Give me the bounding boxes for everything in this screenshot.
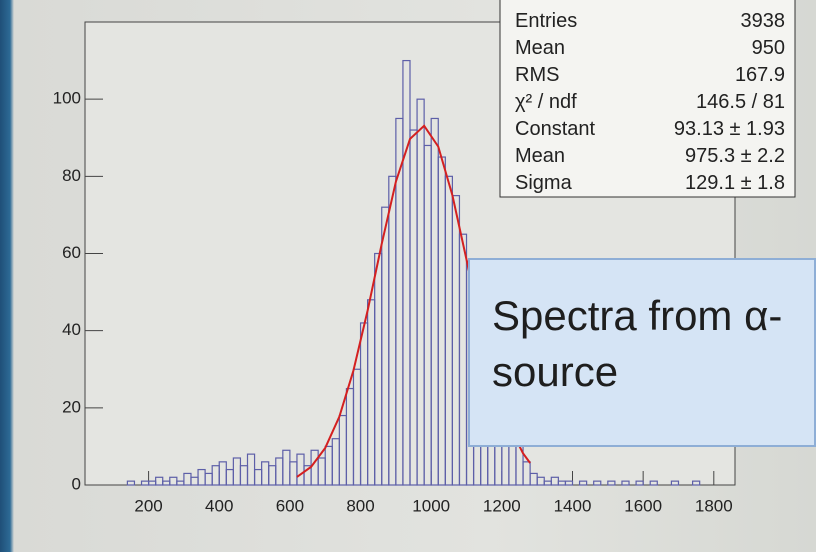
stats-value: 975.3 ± 2.2 [685,145,785,167]
x-tick-label: 800 [346,496,374,515]
y-tick-label: 40 [62,320,81,339]
screenshot: 0 20 40 60 80 100 200 400 600 800 1000 1200 1400 1600… [0,0,816,552]
y-tick-label: 80 [62,166,81,185]
y-tick-label: 60 [62,243,81,262]
annotation: Spectra from α-source [468,258,816,447]
y-tick-label: 100 [53,89,81,108]
x-tick-label: 1000 [412,496,450,515]
stats-label: Mean [515,145,565,167]
x-tick-label: 400 [205,496,233,515]
stats-label: RMS [515,64,559,86]
x-tick-label: 600 [276,496,304,515]
stats-label: Mean [515,37,565,59]
stats-value: 167.9 [735,64,785,86]
x-tick-label: 1800 [695,496,733,515]
stats-value: 129.1 ± 1.8 [685,172,785,194]
x-tick-label: 1600 [624,496,662,515]
stats-value: 3938 [741,10,786,32]
y-tick-label: 0 [72,474,81,493]
y-tick-label: 20 [62,397,81,416]
stats-label: χ² / ndf [515,91,577,113]
stats-value: 146.5 / 81 [696,91,785,113]
stats-value: 93.13 ± 1.93 [674,118,785,140]
stats-value: 950 [752,37,785,59]
x-tick-label: 1200 [483,496,521,515]
x-tick-label: 1400 [554,496,592,515]
stats-label: Entries [515,10,577,32]
stats-label: Constant [515,118,595,140]
stats-label: Sigma [515,172,573,194]
x-tick-label: 200 [134,496,162,515]
